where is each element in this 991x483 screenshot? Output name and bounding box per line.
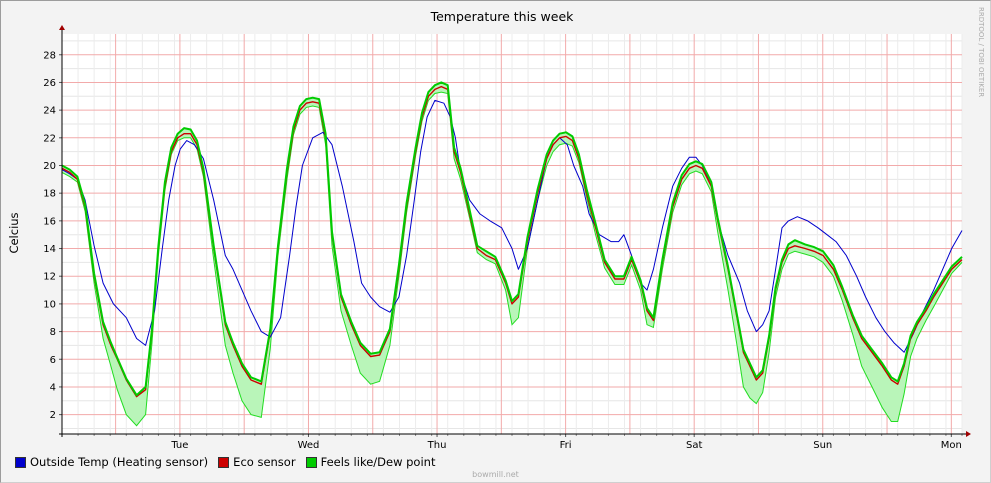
y-tick-label: 16 xyxy=(43,216,56,227)
legend-swatch-outside-temp xyxy=(15,456,26,468)
bottom-watermark: bowmill.net xyxy=(472,470,519,479)
legend-label-eco-sensor: Eco sensor xyxy=(233,455,296,469)
y-tick-label: 20 xyxy=(43,161,56,172)
y-tick-label: 2 xyxy=(50,410,56,421)
series-line-0 xyxy=(61,99,963,353)
y-axis-arrow xyxy=(59,25,65,30)
x-axis-arrow xyxy=(966,431,971,437)
y-tick-label: 12 xyxy=(43,272,56,283)
legend-swatch-eco-sensor xyxy=(218,456,230,468)
y-tick-label: 26 xyxy=(43,78,56,89)
legend-swatch-feels-like xyxy=(305,456,317,468)
dew-point-line xyxy=(61,91,963,427)
x-tick-label: Sun xyxy=(813,440,832,451)
y-axis-label: Celcius xyxy=(7,212,21,253)
y-tick-label: 22 xyxy=(43,133,56,144)
y-tick-label: 14 xyxy=(43,244,56,255)
y-tick-label: 8 xyxy=(50,327,56,338)
series-lines xyxy=(61,81,963,398)
x-tick-label: Wed xyxy=(298,440,320,451)
legend-label-feels-like: Feels like/Dew point xyxy=(320,455,436,469)
legend-label-outside-temp: Outside Temp (Heating sensor) xyxy=(30,455,209,469)
x-tick-label: Mon xyxy=(941,440,962,451)
grid xyxy=(61,34,963,434)
dew-band-area xyxy=(62,82,962,426)
legend-item-feels-like: Feels like/Dew point xyxy=(305,455,436,469)
y-tick-label: 4 xyxy=(50,382,56,393)
dew-point-band xyxy=(61,82,963,427)
y-tick-label: 10 xyxy=(43,299,56,310)
x-tick-label: Tue xyxy=(170,440,188,451)
y-tick-label: 28 xyxy=(43,50,56,61)
legend: Outside Temp (Heating sensor) Eco sensor… xyxy=(15,455,445,469)
x-tick-label: Sat xyxy=(686,440,702,451)
chart-title: Temperature this week xyxy=(430,9,575,24)
y-tick-label: 24 xyxy=(43,106,56,117)
series-line-2 xyxy=(61,81,963,397)
side-watermark: RRDTOOL / TOBI OETIKER xyxy=(977,7,985,97)
x-tick-label: Fri xyxy=(560,440,572,451)
legend-item-eco-sensor: Eco sensor xyxy=(218,455,296,469)
x-tick-label: Thu xyxy=(427,440,447,451)
legend-item-outside-temp: Outside Temp (Heating sensor) xyxy=(15,455,208,469)
y-tick-label: 18 xyxy=(43,189,56,200)
y-tick-label: 6 xyxy=(50,355,56,366)
